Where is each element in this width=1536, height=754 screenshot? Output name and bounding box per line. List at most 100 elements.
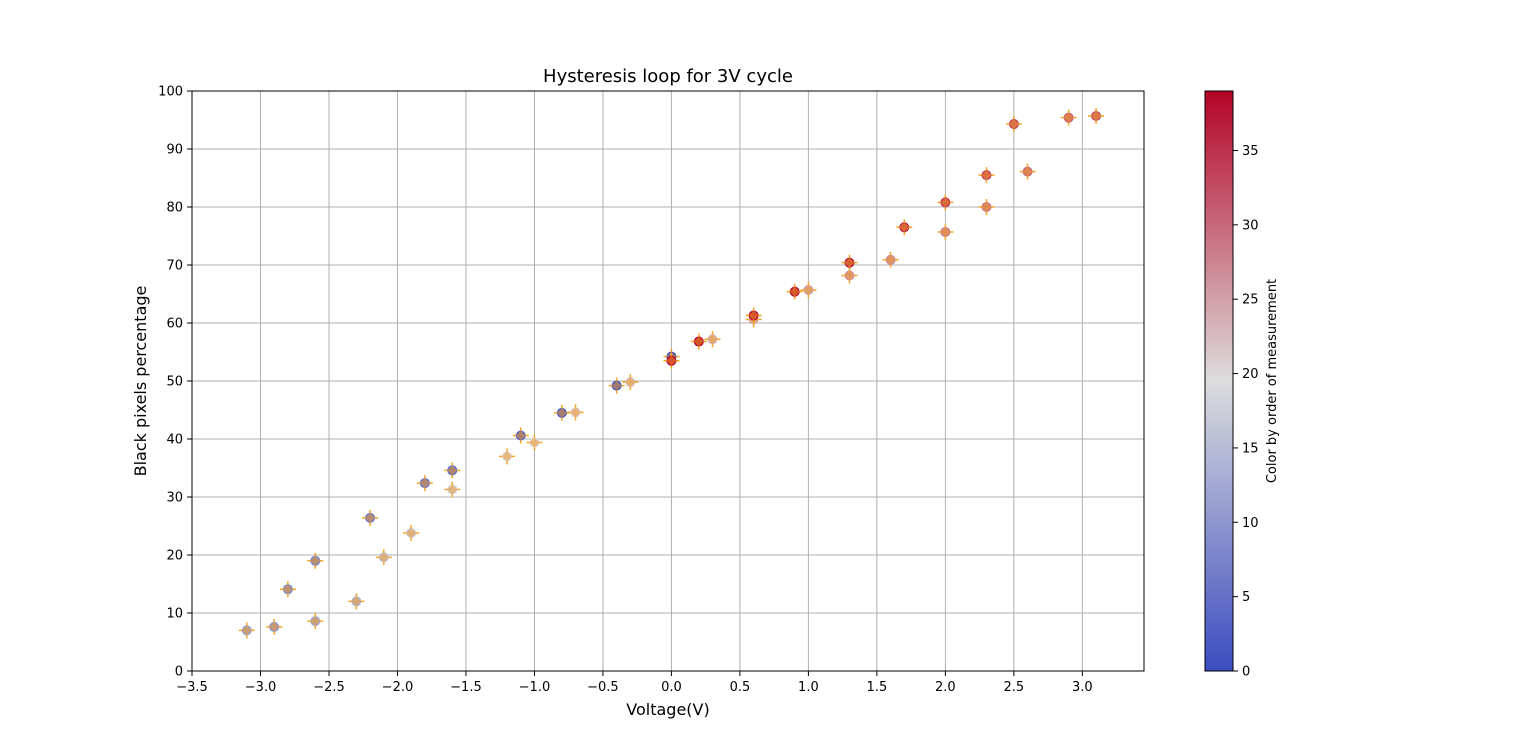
colorbar-tick-label: 10 [1242,516,1259,531]
x-axis-label: Voltage(V) [626,700,709,719]
point-overlay [940,197,951,208]
y-tick-label: 60 [166,317,183,332]
data-point [690,333,707,350]
point-overlay [269,621,280,632]
x-tick-label: 3.0 [1072,680,1093,695]
x-tick-label: −1.0 [519,680,551,695]
data-point [937,194,954,211]
data-point [841,254,858,271]
point-overlay [1008,119,1019,130]
point-overlay [1063,112,1074,123]
data-points [238,107,1105,639]
data-point [362,509,379,526]
point-overlay [844,270,855,281]
point-overlay [899,222,910,233]
x-axis-ticks: −3.5 −3.0 −2.5 −2.0 −1.5 −1.0 −0.5 0.0 0.5 1.0 1.5… [176,671,1093,695]
y-tick-label: 20 [166,549,183,564]
data-point [266,618,283,635]
point-overlay [789,286,800,297]
data-point [800,281,817,298]
x-tick-label: 0.5 [730,680,751,695]
data-point [1005,116,1022,133]
data-point [348,593,365,610]
data-point [553,404,570,421]
y-axis-label: Black pixels percentage [131,286,150,477]
point-overlay [693,336,704,347]
x-tick-label: −0.5 [587,680,619,695]
point-overlay [844,257,855,268]
colorbar-tick-label: 35 [1242,144,1259,159]
point-overlay [310,616,321,627]
point-overlay [707,334,718,345]
data-point [444,462,461,479]
point-overlay [502,451,513,462]
colorbar-tick-label: 0 [1242,665,1250,680]
colorbar-ticks: 0 5 10 15 20 25 30 35 [1233,144,1259,680]
data-point [512,427,529,444]
point-overlay [529,437,540,448]
data-point [786,283,803,300]
point-overlay [940,226,951,237]
x-tick-label: 1.0 [798,680,819,695]
point-overlay [611,380,622,391]
data-point [499,448,516,465]
point-overlay [515,430,526,441]
x-tick-label: 2.0 [935,680,956,695]
point-overlay [748,310,759,321]
point-overlay [406,527,417,538]
colorbar-label: Color by order of measurement [1265,279,1280,483]
x-tick-label: −3.5 [176,680,208,695]
x-tick-label: 1.5 [867,680,888,695]
x-tick-label: 0.0 [661,680,682,695]
data-point [622,374,639,391]
point-overlay [570,407,581,418]
x-tick-label: −2.5 [313,680,345,695]
point-overlay [351,596,362,607]
colorbar-tick-label: 20 [1242,367,1259,382]
point-overlay [885,254,896,265]
x-tick-label: −1.5 [450,680,482,695]
point-overlay [1022,166,1033,177]
data-point [307,552,324,569]
point-overlay [981,170,992,181]
point-overlay [803,284,814,295]
y-tick-label: 0 [175,665,183,680]
x-tick-label: 2.5 [1004,680,1025,695]
data-point [279,581,296,598]
y-tick-label: 100 [158,85,183,100]
x-tick-label: −2.0 [382,680,414,695]
y-tick-label: 90 [166,143,183,158]
point-overlay [241,625,252,636]
y-tick-label: 70 [166,259,183,274]
data-point [745,307,762,324]
point-overlay [282,584,293,595]
point-overlay [666,355,677,366]
chart-title: Hysteresis loop for 3V cycle [543,66,793,87]
data-point [403,524,420,541]
y-tick-label: 50 [166,375,183,390]
point-overlay [447,484,458,495]
data-point [416,475,433,492]
x-tick-label: −3.0 [245,680,277,695]
data-point [663,352,680,369]
point-overlay [981,202,992,212]
y-tick-label: 10 [166,607,183,622]
data-point [1060,109,1077,126]
y-tick-label: 80 [166,201,183,216]
y-tick-label: 30 [166,491,183,506]
data-point [444,481,461,498]
point-overlay [556,407,567,418]
colorbar [1204,90,1234,672]
data-point [896,219,913,236]
point-overlay [625,377,636,388]
data-point [238,622,255,639]
data-point [978,199,995,215]
data-point [704,331,721,348]
point-overlay [1091,110,1102,121]
y-axis-ticks: 0 10 20 30 40 50 60 70 80 90 100 [158,85,192,680]
data-point [937,223,954,240]
data-point [882,251,899,268]
data-point [567,404,584,421]
y-tick-label: 40 [166,433,183,448]
